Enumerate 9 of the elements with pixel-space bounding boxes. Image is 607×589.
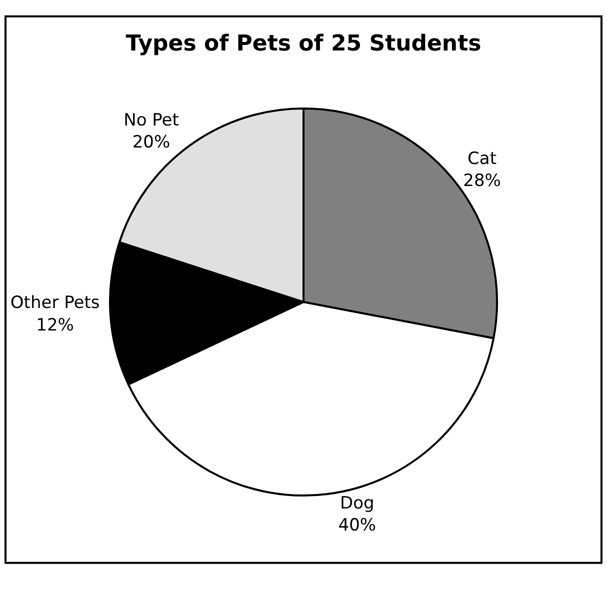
data-label: 40% [338, 516, 376, 536]
slice-label: Other Pets [10, 293, 100, 314]
data-label: 20% [132, 132, 170, 153]
data-label: 12% [36, 315, 74, 336]
slice-label: Cat [468, 149, 497, 170]
data-label: 28% [463, 171, 501, 192]
chart-title: Types of Pets of 25 Students [126, 32, 482, 57]
slice-label: No Pet [124, 110, 180, 131]
slice-label: Dog [340, 494, 374, 514]
